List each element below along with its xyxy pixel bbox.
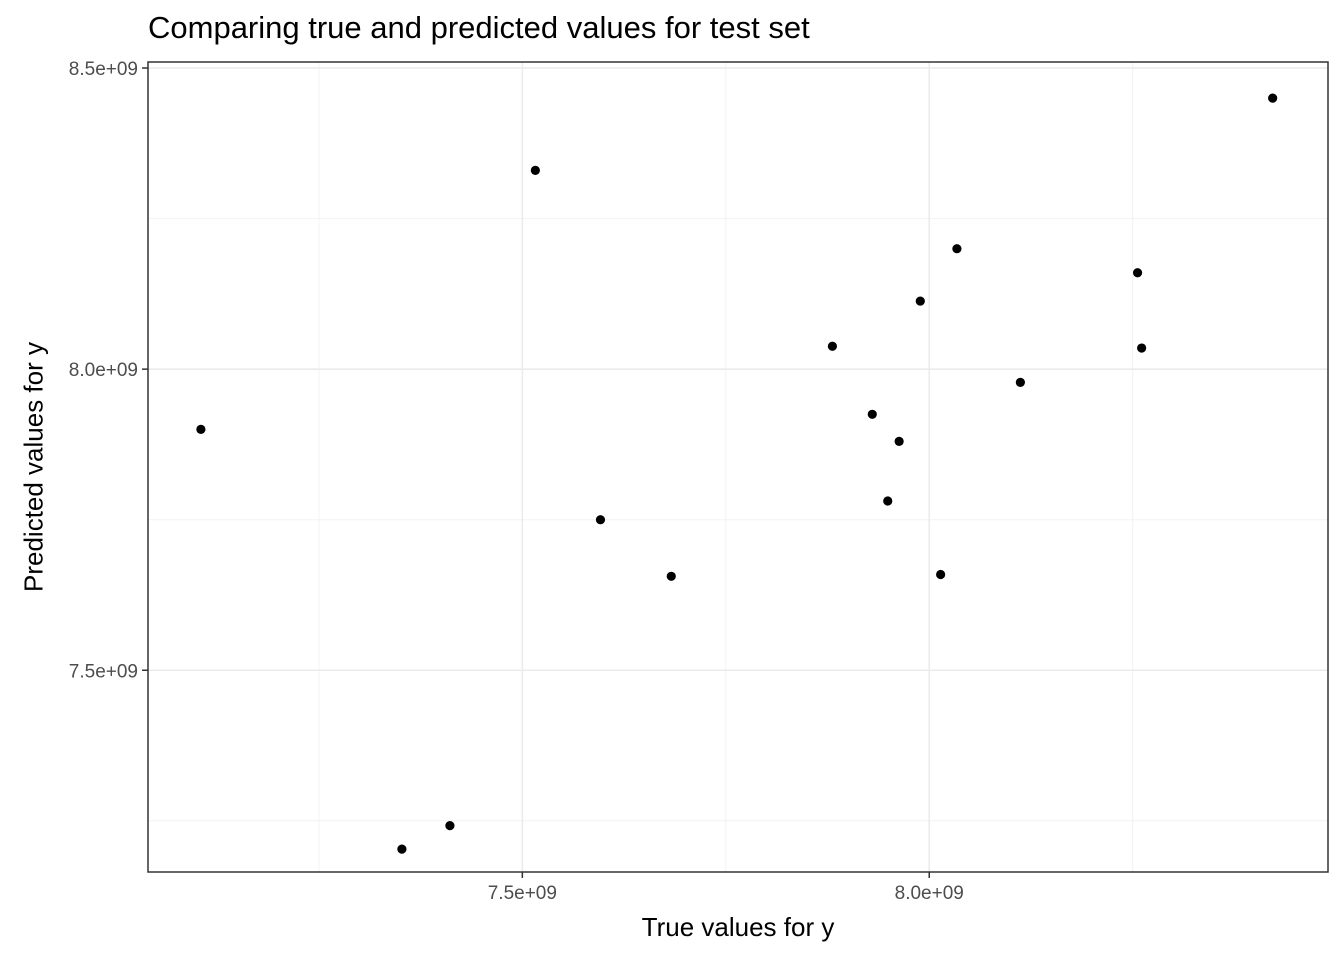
data-point: [1132, 268, 1143, 278]
data-point: [666, 571, 676, 581]
data-point: [1015, 377, 1025, 387]
minor-gridlines: [148, 62, 1328, 872]
data-points: [196, 93, 1278, 854]
data-point: [397, 844, 407, 854]
data-point: [827, 341, 838, 351]
data-point: [1268, 93, 1278, 103]
x-axis-label: True values for y: [641, 912, 835, 942]
data-point: [1137, 343, 1147, 353]
panel-border: [147, 61, 1329, 873]
data-point: [883, 496, 893, 506]
data-point: [196, 424, 206, 434]
y-tick-label: 7.5e+09: [69, 661, 138, 682]
data-point: [952, 244, 962, 254]
data-point: [595, 515, 606, 525]
x-axis-ticks: 7.5e+09 8.0e+09: [488, 872, 964, 904]
data-point: [915, 296, 925, 306]
data-point: [445, 821, 455, 831]
data-point: [936, 569, 946, 580]
data-point: [867, 409, 877, 419]
y-tick-label: 8.5e+09: [69, 59, 138, 80]
data-point: [530, 165, 540, 176]
x-tick-label: 7.5e+09: [488, 883, 557, 904]
y-axis-ticks: 7.5e+09 8.0e+09 8.5e+09: [69, 59, 148, 682]
major-gridlines: [148, 62, 1328, 872]
x-tick-label: 8.0e+09: [895, 883, 964, 904]
data-point: [894, 436, 904, 447]
chart-title: Comparing true and predicted values for …: [148, 10, 810, 45]
y-tick-label: 8.0e+09: [69, 360, 138, 381]
